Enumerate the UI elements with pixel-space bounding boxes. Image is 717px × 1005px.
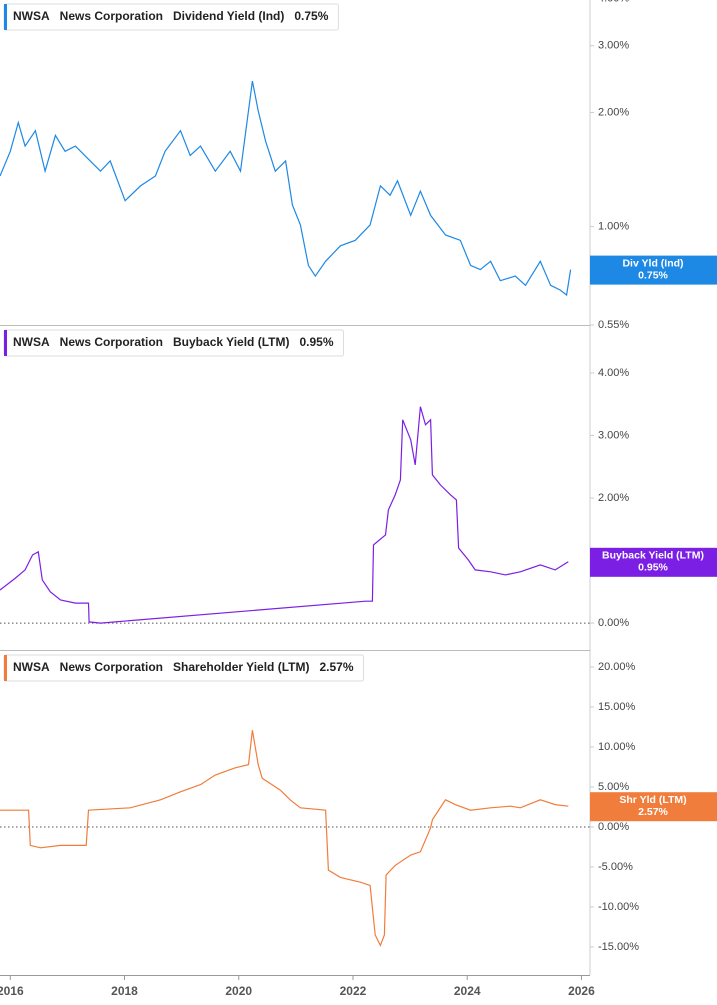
x-tick-label: 2026 — [568, 984, 595, 998]
x-tick-label: 2024 — [454, 984, 481, 998]
y-tick-label: 0.00% — [598, 821, 629, 833]
y-tick-label: 4.00% — [598, 367, 629, 379]
series-line — [0, 730, 569, 947]
legend-company: News Corporation — [60, 335, 163, 349]
legend-series: Dividend Yield (Ind) — [173, 9, 284, 23]
legend-company: News Corporation — [60, 660, 163, 674]
y-tick-label: 5.00% — [598, 781, 629, 793]
badge-value: 0.75% — [638, 269, 668, 281]
legend: NWSA News Corporation Dividend Yield (Ind)… — [3, 3, 339, 31]
badge-value: 2.57% — [638, 806, 668, 818]
y-tick-label: 3.00% — [598, 40, 629, 52]
y-tick-label: -5.00% — [598, 861, 633, 873]
y-tick-label: 4.00% — [598, 0, 629, 4]
last-value-badge — [590, 792, 717, 822]
legend-ticker: NWSA — [13, 9, 50, 23]
y-tick-label: 0.55% — [598, 319, 629, 331]
legend-value: 0.75% — [294, 9, 328, 23]
last-value-badge — [590, 255, 717, 285]
series-line — [0, 406, 569, 624]
y-tick-label: 2.00% — [598, 492, 629, 504]
legend-ticker: NWSA — [13, 335, 50, 349]
y-tick-label: 3.00% — [598, 429, 629, 441]
y-tick-label: 2.00% — [598, 106, 629, 118]
legend: NWSA News Corporation Shareholder Yield (L… — [3, 654, 365, 682]
x-tick-label: 2018 — [111, 984, 138, 998]
legend: NWSA News Corporation Buyback Yield (LTM) 0… — [3, 329, 345, 357]
legend-series: Buyback Yield (LTM) — [173, 335, 289, 349]
legend-company: News Corporation — [60, 9, 163, 23]
x-tick-label: 2022 — [340, 984, 367, 998]
y-tick-label: -15.00% — [598, 941, 639, 953]
y-tick-label: 1.00% — [598, 220, 629, 232]
x-tick-label: 2020 — [225, 984, 252, 998]
y-tick-label: 0.00% — [598, 617, 629, 629]
badge-label: Div Yld (Ind) — [622, 257, 683, 269]
series-line — [0, 80, 572, 297]
y-tick-label: 10.00% — [598, 741, 636, 753]
legend-box — [3, 3, 339, 31]
x-tick-label: 2016 — [0, 984, 24, 998]
badge-label: Buyback Yield (LTM) — [602, 550, 704, 562]
legend-value: 2.57% — [319, 660, 353, 674]
badge-value: 0.95% — [638, 562, 668, 574]
legend-swatch — [4, 330, 7, 356]
y-tick-label: 15.00% — [598, 701, 636, 713]
legend-value: 0.95% — [299, 335, 333, 349]
last-value-badge — [590, 547, 717, 577]
y-tick-label: -10.00% — [598, 901, 639, 913]
legend-swatch — [4, 655, 7, 681]
legend-series: Shareholder Yield (LTM) — [173, 660, 309, 674]
badge-label: Shr Yld (LTM) — [619, 794, 686, 806]
legend-swatch — [4, 4, 7, 30]
y-tick-label: 20.00% — [598, 661, 636, 673]
legend-ticker: NWSA — [13, 660, 50, 674]
